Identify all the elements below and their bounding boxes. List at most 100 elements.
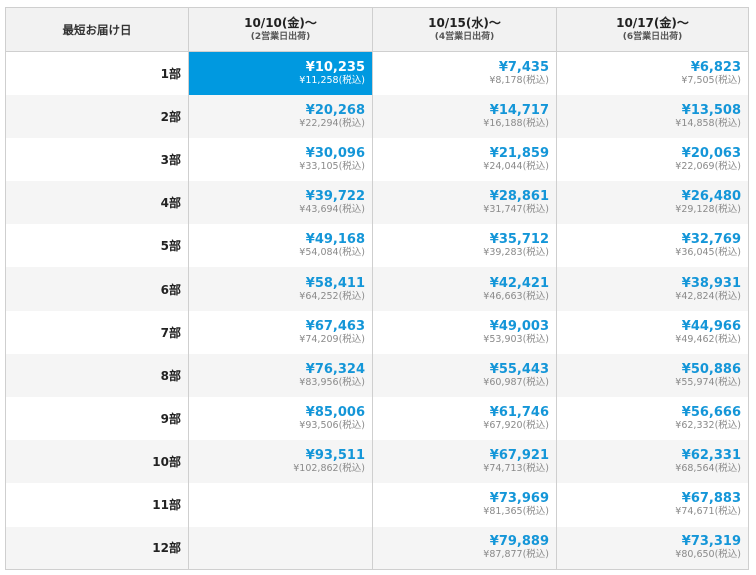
price-with-tax: ¥46,663(税込) — [483, 290, 549, 302]
price-with-tax: ¥16,188(税込) — [483, 117, 549, 129]
price-cell[interactable]: ¥79,889 ¥87,877(税込) — [372, 526, 557, 571]
price-value: ¥10,235 — [305, 59, 365, 75]
price-cell[interactable]: ¥67,921 ¥74,713(税込) — [372, 440, 557, 484]
price-value: ¥67,463 — [305, 318, 365, 334]
table-row: 6部 ¥58,411 ¥64,252(税込) ¥42,421 ¥46,663(税込) ¥3… — [5, 267, 749, 311]
price-cell[interactable]: ¥49,003 ¥53,903(税込) — [372, 310, 557, 354]
price-value: ¥35,712 — [489, 232, 549, 248]
price-value: ¥42,421 — [489, 275, 549, 291]
price-value: ¥30,096 — [305, 145, 365, 161]
quantity-label: 8部 — [5, 353, 189, 397]
quantity-label: 1部 — [5, 51, 189, 95]
table-row: 3部 ¥30,096 ¥33,105(税込) ¥21,859 ¥24,044(税込) ¥2… — [5, 137, 749, 182]
price-cell[interactable]: ¥21,859 ¥24,044(税込) — [372, 137, 557, 182]
price-value: ¥56,666 — [681, 405, 741, 421]
price-value: ¥6,823 — [690, 59, 741, 75]
price-cell[interactable]: ¥35,712 ¥39,283(税込) — [372, 224, 557, 268]
price-cell[interactable]: ¥62,331 ¥68,564(税込) — [556, 440, 749, 484]
price-value: ¥73,969 — [489, 491, 549, 507]
price-cell[interactable]: ¥20,268 ¥22,294(税込) — [188, 94, 373, 138]
price-value: ¥7,435 — [498, 59, 549, 75]
price-cell[interactable]: ¥38,931 ¥42,824(税込) — [556, 267, 749, 311]
price-value: ¥14,717 — [489, 102, 549, 118]
price-cell[interactable]: ¥67,883 ¥74,671(税込) — [556, 483, 749, 527]
column-date: 10/17(金)〜 — [616, 16, 689, 30]
table-row: 7部 ¥67,463 ¥74,209(税込) ¥49,003 ¥53,903(税込) ¥4… — [5, 310, 749, 354]
price-with-tax: ¥49,462(税込) — [675, 333, 741, 345]
price-with-tax: ¥67,920(税込) — [483, 420, 549, 432]
price-value: ¥73,319 — [681, 534, 741, 550]
price-with-tax: ¥33,105(税込) — [299, 160, 365, 172]
quantity-label: 6部 — [5, 267, 189, 311]
quantity-label: 4部 — [5, 181, 189, 225]
price-with-tax: ¥64,252(税込) — [299, 290, 365, 302]
price-cell[interactable]: ¥73,969 ¥81,365(税込) — [372, 483, 557, 527]
price-cell[interactable]: ¥85,006 ¥93,506(税込) — [188, 397, 373, 441]
column-date: 10/10(金)〜 — [244, 16, 317, 30]
price-value: ¥13,508 — [681, 102, 741, 118]
price-with-tax: ¥60,987(税込) — [483, 376, 549, 388]
price-value: ¥20,268 — [305, 102, 365, 118]
price-cell[interactable]: ¥30,096 ¥33,105(税込) — [188, 137, 373, 182]
price-with-tax: ¥80,650(税込) — [675, 549, 741, 561]
table-row: 11部 ¥73,969 ¥81,365(税込) ¥67,883 ¥74,671(税込) — [5, 483, 749, 527]
price-value: ¥85,006 — [305, 405, 365, 421]
price-with-tax: ¥22,069(税込) — [675, 160, 741, 172]
price-with-tax: ¥74,671(税込) — [675, 506, 741, 518]
price-with-tax: ¥8,178(税込) — [489, 74, 549, 86]
price-value: ¥39,722 — [305, 189, 365, 205]
price-cell[interactable]: ¥49,168 ¥54,084(税込) — [188, 224, 373, 268]
price-value: ¥26,480 — [681, 189, 741, 205]
price-cell[interactable]: ¥32,769 ¥36,045(税込) — [556, 224, 749, 268]
delivery-date-header: 最短お届け日 — [5, 7, 189, 52]
price-value: ¥62,331 — [681, 448, 741, 464]
price-with-tax: ¥102,862(税込) — [293, 463, 365, 475]
price-table-container: 最短お届け日 10/10(金)〜 (2営業日出荷) 10/15(水)〜 (4営業… — [5, 7, 749, 571]
price-cell[interactable]: ¥13,508 ¥14,858(税込) — [556, 94, 749, 138]
price-cell[interactable]: ¥10,235 ¥11,258(税込) — [188, 51, 373, 95]
price-with-tax: ¥83,956(税込) — [299, 376, 365, 388]
table-row: 12部 ¥79,889 ¥87,877(税込) ¥73,319 ¥80,650(税込) — [5, 526, 749, 571]
price-with-tax: ¥53,903(税込) — [483, 333, 549, 345]
price-cell[interactable]: ¥20,063 ¥22,069(税込) — [556, 137, 749, 182]
price-cell[interactable]: ¥28,861 ¥31,747(税込) — [372, 181, 557, 225]
price-cell[interactable]: ¥93,511 ¥102,862(税込) — [188, 440, 373, 484]
table-row: 2部 ¥20,268 ¥22,294(税込) ¥14,717 ¥16,188(税込) ¥1… — [5, 94, 749, 138]
quantity-label: 3部 — [5, 137, 189, 182]
price-cell[interactable]: ¥6,823 ¥7,505(税込) — [556, 51, 749, 95]
price-value: ¥61,746 — [489, 405, 549, 421]
quantity-label: 11部 — [5, 483, 189, 527]
price-cell[interactable]: ¥42,421 ¥46,663(税込) — [372, 267, 557, 311]
table-row: 4部 ¥39,722 ¥43,694(税込) ¥28,861 ¥31,747(税込) ¥2… — [5, 181, 749, 225]
quantity-label: 9部 — [5, 397, 189, 441]
column-shipping-days: (2営業日出荷) — [250, 32, 311, 42]
price-table-body: 1部 ¥10,235 ¥11,258(税込) ¥7,435 ¥8,178(税込) ¥6,8… — [5, 51, 749, 571]
price-with-tax: ¥29,128(税込) — [675, 204, 741, 216]
price-with-tax: ¥24,044(税込) — [483, 160, 549, 172]
price-with-tax: ¥62,332(税込) — [675, 420, 741, 432]
price-cell[interactable]: ¥7,435 ¥8,178(税込) — [372, 51, 557, 95]
table-row: 10部 ¥93,511 ¥102,862(税込) ¥67,921 ¥74,713(税込)… — [5, 440, 749, 484]
price-cell[interactable]: ¥61,746 ¥67,920(税込) — [372, 397, 557, 441]
price-cell[interactable]: ¥44,966 ¥49,462(税込) — [556, 310, 749, 354]
price-cell[interactable]: ¥56,666 ¥62,332(税込) — [556, 397, 749, 441]
price-cell[interactable]: ¥14,717 ¥16,188(税込) — [372, 94, 557, 138]
quantity-label: 5部 — [5, 224, 189, 268]
price-cell[interactable]: ¥26,480 ¥29,128(税込) — [556, 181, 749, 225]
price-value: ¥58,411 — [305, 275, 365, 291]
price-cell[interactable]: ¥58,411 ¥64,252(税込) — [188, 267, 373, 311]
column-shipping-days: (6営業日出荷) — [622, 32, 683, 42]
price-with-tax: ¥11,258(税込) — [299, 74, 365, 86]
price-value: ¥28,861 — [489, 189, 549, 205]
price-cell[interactable]: ¥50,886 ¥55,974(税込) — [556, 353, 749, 397]
header-row: 最短お届け日 10/10(金)〜 (2営業日出荷) 10/15(水)〜 (4営業… — [5, 7, 749, 52]
price-cell[interactable]: ¥55,443 ¥60,987(税込) — [372, 353, 557, 397]
price-with-tax: ¥43,694(税込) — [299, 204, 365, 216]
price-cell[interactable]: ¥73,319 ¥80,650(税込) — [556, 526, 749, 571]
price-value: ¥21,859 — [489, 145, 549, 161]
price-cell[interactable]: ¥76,324 ¥83,956(税込) — [188, 353, 373, 397]
table-row: 1部 ¥10,235 ¥11,258(税込) ¥7,435 ¥8,178(税込) ¥6,8… — [5, 51, 749, 95]
price-cell[interactable]: ¥67,463 ¥74,209(税込) — [188, 310, 373, 354]
column-shipping-days: (4営業日出荷) — [434, 32, 495, 42]
price-cell[interactable]: ¥39,722 ¥43,694(税込) — [188, 181, 373, 225]
